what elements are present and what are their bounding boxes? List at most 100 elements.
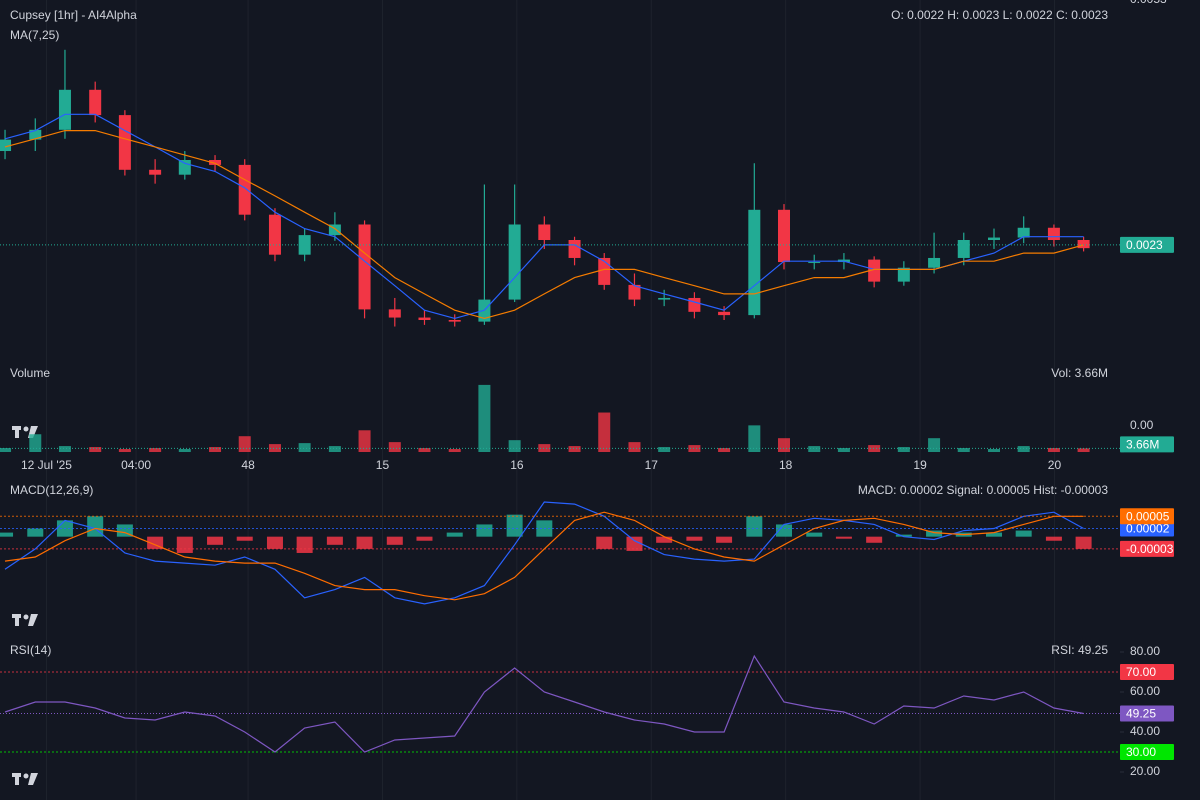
x-tick-label: 19 — [913, 458, 927, 472]
candle-body — [658, 297, 671, 300]
candle-body — [778, 209, 790, 263]
macd-hist-bar — [686, 536, 703, 541]
y-tick-label: 20.00 — [1130, 764, 1160, 778]
candle-body — [448, 320, 461, 322]
candle-body — [29, 129, 42, 140]
macd-hist-bar — [27, 528, 44, 537]
pane-subtitle: MA(7,25) — [10, 28, 59, 42]
volume-bar — [748, 425, 761, 452]
volume-bar — [209, 447, 222, 452]
level-badge-bg — [1120, 744, 1174, 760]
x-tick-label: 15 — [376, 458, 390, 472]
candle-body — [1077, 240, 1090, 249]
candle-body — [209, 160, 222, 165]
x-tick-label: 04:00 — [121, 458, 151, 472]
volume-bar — [538, 444, 551, 452]
level-badge: 30.00 — [1126, 745, 1156, 759]
volume-bar — [988, 449, 1000, 452]
candle-body — [718, 311, 731, 316]
volume-bar — [268, 444, 281, 452]
volume-bar — [388, 442, 401, 452]
last-value-badge-bg — [1120, 520, 1174, 537]
tv-logo — [12, 773, 38, 785]
candle-body — [328, 224, 341, 236]
volume-bar — [448, 449, 461, 452]
series-line — [4, 511, 1084, 601]
x-tick-label: 20 — [1048, 458, 1062, 472]
candle-body — [1047, 227, 1060, 240]
volume-bar — [328, 446, 341, 452]
volume-bar — [628, 442, 641, 452]
last-value-badge: -0.00003 — [1126, 542, 1174, 556]
y-tick-label: 60.00 — [1130, 684, 1160, 698]
candle-body — [988, 237, 1000, 240]
macd-hist-bar — [835, 536, 852, 539]
pane-title: MACD(12,26,9) — [10, 483, 93, 497]
candle-body — [0, 139, 12, 152]
candle-body — [628, 284, 641, 300]
candle-body — [388, 309, 401, 318]
candle-body — [868, 259, 881, 282]
candle-body — [598, 257, 611, 285]
macd-hist-bar — [506, 514, 523, 537]
pane-annotation: MACD: 0.00002 Signal: 0.00005 Hist: -0.0… — [858, 483, 1108, 497]
x-tick-label: 18 — [779, 458, 793, 472]
candle-body — [418, 317, 431, 320]
volume-bar — [957, 448, 970, 452]
volume-bar — [1077, 448, 1090, 452]
macd-hist-bar — [236, 536, 253, 541]
series-line — [4, 130, 1084, 320]
candle-body — [268, 214, 281, 255]
volume-bar — [358, 430, 371, 452]
last-value-badge-bg — [1120, 508, 1174, 525]
macd-hist-bar — [176, 536, 193, 553]
y-tick-label: 80.00 — [1130, 644, 1160, 658]
pane-title: Volume — [10, 366, 50, 380]
x-tick-label: 17 — [645, 458, 659, 472]
volume-bar — [29, 434, 42, 452]
candle-body — [238, 164, 251, 215]
candle-body — [149, 169, 162, 175]
last-volume-badge-bg — [1120, 436, 1174, 453]
volume-bar — [568, 446, 581, 452]
candle-body — [358, 224, 371, 310]
candle-body — [688, 297, 701, 312]
level-badge: 70.00 — [1126, 665, 1156, 679]
macd-hist-bar — [895, 534, 912, 537]
tv-logos — [12, 426, 38, 785]
volume-bar — [598, 412, 611, 452]
macd-hist-bar — [986, 532, 1002, 537]
last-value-badge: 0.00005 — [1126, 509, 1170, 523]
pane-title: RSI(14) — [10, 643, 51, 657]
candle-body — [957, 240, 970, 258]
macd-hist-bar — [356, 536, 373, 549]
macd-hist-bar — [806, 532, 823, 537]
volume-bar — [808, 446, 821, 452]
macd-hist-bar — [446, 532, 463, 537]
volume-bar — [238, 436, 251, 452]
volume-bar — [0, 448, 12, 452]
x-tick-label: 48 — [241, 458, 255, 472]
volume-bar — [478, 384, 491, 452]
last-volume-badge: 3.66M — [1126, 438, 1159, 452]
macd-hist-bar — [326, 536, 343, 545]
macd-hist-bar — [776, 524, 792, 537]
x-tick-label: 12 Jul '25 — [21, 458, 72, 472]
macd-hist-bar — [0, 532, 14, 537]
volume-bar — [58, 446, 71, 452]
volume-bar — [178, 449, 191, 452]
tv-logo — [12, 614, 38, 626]
last-value-badge: 49.25 — [1126, 707, 1156, 721]
macd-hist-bar — [746, 516, 763, 537]
last-value-badge: 0.00002 — [1126, 522, 1170, 536]
last-price-badge: 0.0023 — [1126, 238, 1163, 252]
macd-hist-bar — [656, 536, 673, 543]
candle-body — [178, 160, 191, 175]
volume-bar — [1017, 446, 1030, 452]
volume-bar — [688, 445, 701, 452]
last-price-badge-bg — [1120, 236, 1174, 253]
candle-body — [118, 115, 131, 170]
volume-bar — [658, 447, 671, 452]
candle-body — [568, 240, 581, 258]
